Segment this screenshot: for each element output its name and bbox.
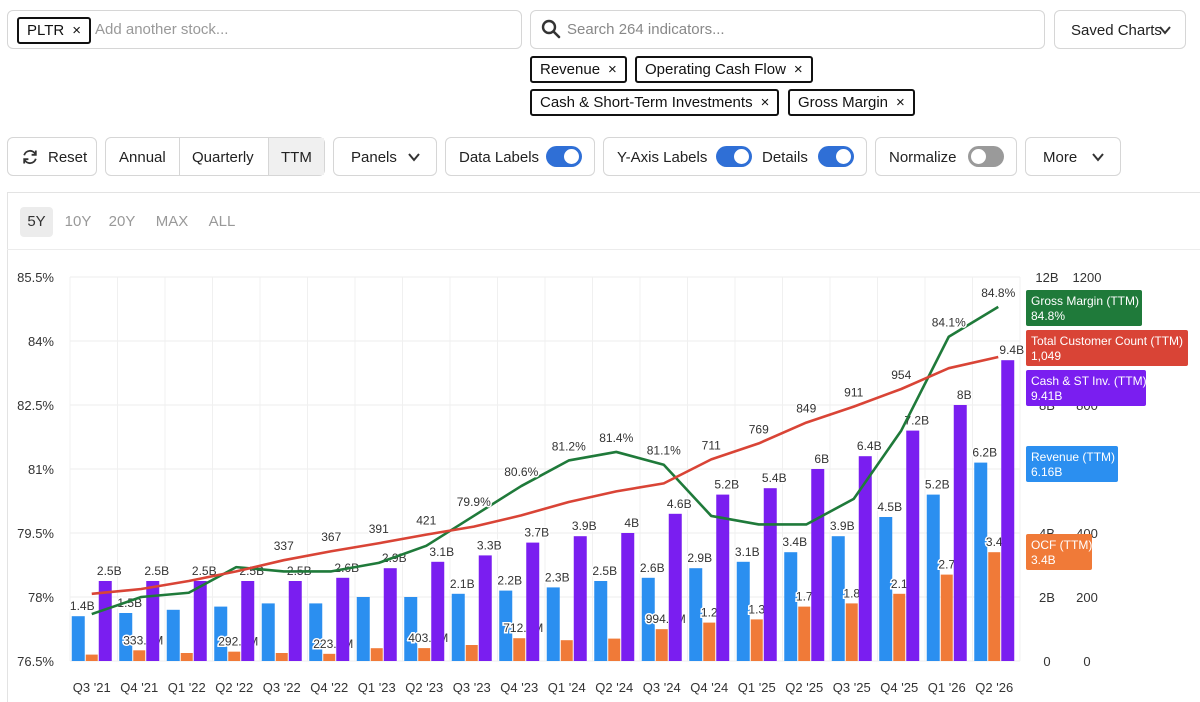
indicator-label: Cash & Short-Term Investments bbox=[540, 94, 753, 111]
search-icon bbox=[541, 19, 561, 39]
indicator-remove-icon[interactable]: × bbox=[896, 94, 905, 111]
saved-charts-button[interactable]: Saved Charts bbox=[1054, 10, 1186, 49]
details-label: Details bbox=[762, 149, 808, 166]
range-divider bbox=[7, 249, 1200, 250]
range-5y[interactable]: 5Y bbox=[20, 207, 53, 237]
y-axis-labels-group: Y-Axis Labels Details bbox=[603, 137, 867, 176]
chevron-down-icon bbox=[408, 153, 420, 162]
data-labels-switch[interactable] bbox=[546, 146, 582, 167]
ticker-remove-icon[interactable]: × bbox=[72, 22, 81, 39]
indicator-label: Gross Margin bbox=[798, 94, 889, 111]
period-segmented-control: Annual Quarterly TTM bbox=[105, 137, 325, 176]
tab-ttm[interactable]: TTM bbox=[269, 138, 324, 175]
tab-annual[interactable]: Annual bbox=[119, 149, 166, 166]
saved-charts-label: Saved Charts bbox=[1071, 22, 1162, 39]
data-labels-label: Data Labels bbox=[459, 149, 540, 166]
refresh-icon bbox=[23, 149, 37, 165]
normalize-label: Normalize bbox=[889, 149, 957, 166]
y-axis-labels-label: Y-Axis Labels bbox=[617, 149, 708, 166]
add-stock-input[interactable]: Add another stock... bbox=[95, 21, 229, 38]
indicator-remove-icon[interactable]: × bbox=[760, 94, 770, 111]
data-labels-toggle[interactable]: Data Labels bbox=[445, 137, 595, 176]
more-dropdown[interactable]: More bbox=[1025, 137, 1121, 176]
normalize-switch[interactable] bbox=[968, 146, 1004, 167]
details-switch[interactable] bbox=[818, 146, 854, 167]
reset-button[interactable]: Reset bbox=[7, 137, 97, 176]
ticker-chip[interactable]: PLTR × bbox=[17, 17, 91, 44]
range-max[interactable]: MAX bbox=[155, 213, 189, 230]
more-label: More bbox=[1043, 149, 1078, 166]
range-10y[interactable]: 10Y bbox=[64, 213, 92, 230]
indicator-remove-icon[interactable]: × bbox=[793, 61, 803, 78]
tab-quarterly[interactable]: Quarterly bbox=[192, 149, 254, 166]
chevron-down-icon bbox=[1092, 153, 1104, 162]
normalize-toggle[interactable]: Normalize bbox=[875, 137, 1017, 176]
indicator-chip-gross-margin[interactable]: Gross Margin × bbox=[788, 89, 915, 116]
ticker-label: PLTR bbox=[27, 22, 65, 39]
indicator-label: Revenue bbox=[540, 61, 601, 78]
indicator-search-input[interactable]: Search 264 indicators... bbox=[530, 10, 1045, 49]
ticker-input-box[interactable]: PLTR × Add another stock... bbox=[7, 10, 522, 49]
indicator-chip-revenue[interactable]: Revenue × bbox=[530, 56, 627, 83]
range-all[interactable]: ALL bbox=[208, 213, 236, 230]
indicator-remove-icon[interactable]: × bbox=[608, 61, 617, 78]
chevron-down-icon bbox=[1159, 26, 1171, 35]
chart-card bbox=[7, 192, 1200, 702]
reset-label: Reset bbox=[48, 149, 88, 166]
indicator-chip-operating-cash-flow[interactable]: Operating Cash Flow × bbox=[635, 56, 813, 83]
search-placeholder: Search 264 indicators... bbox=[567, 21, 725, 38]
indicator-chip-cash-investments[interactable]: Cash & Short-Term Investments × bbox=[530, 89, 780, 116]
panels-label: Panels bbox=[351, 149, 397, 166]
y-axis-labels-switch[interactable] bbox=[716, 146, 752, 167]
range-20y[interactable]: 20Y bbox=[108, 213, 136, 230]
indicator-label: Operating Cash Flow bbox=[645, 61, 786, 78]
panels-dropdown[interactable]: Panels bbox=[333, 137, 437, 176]
